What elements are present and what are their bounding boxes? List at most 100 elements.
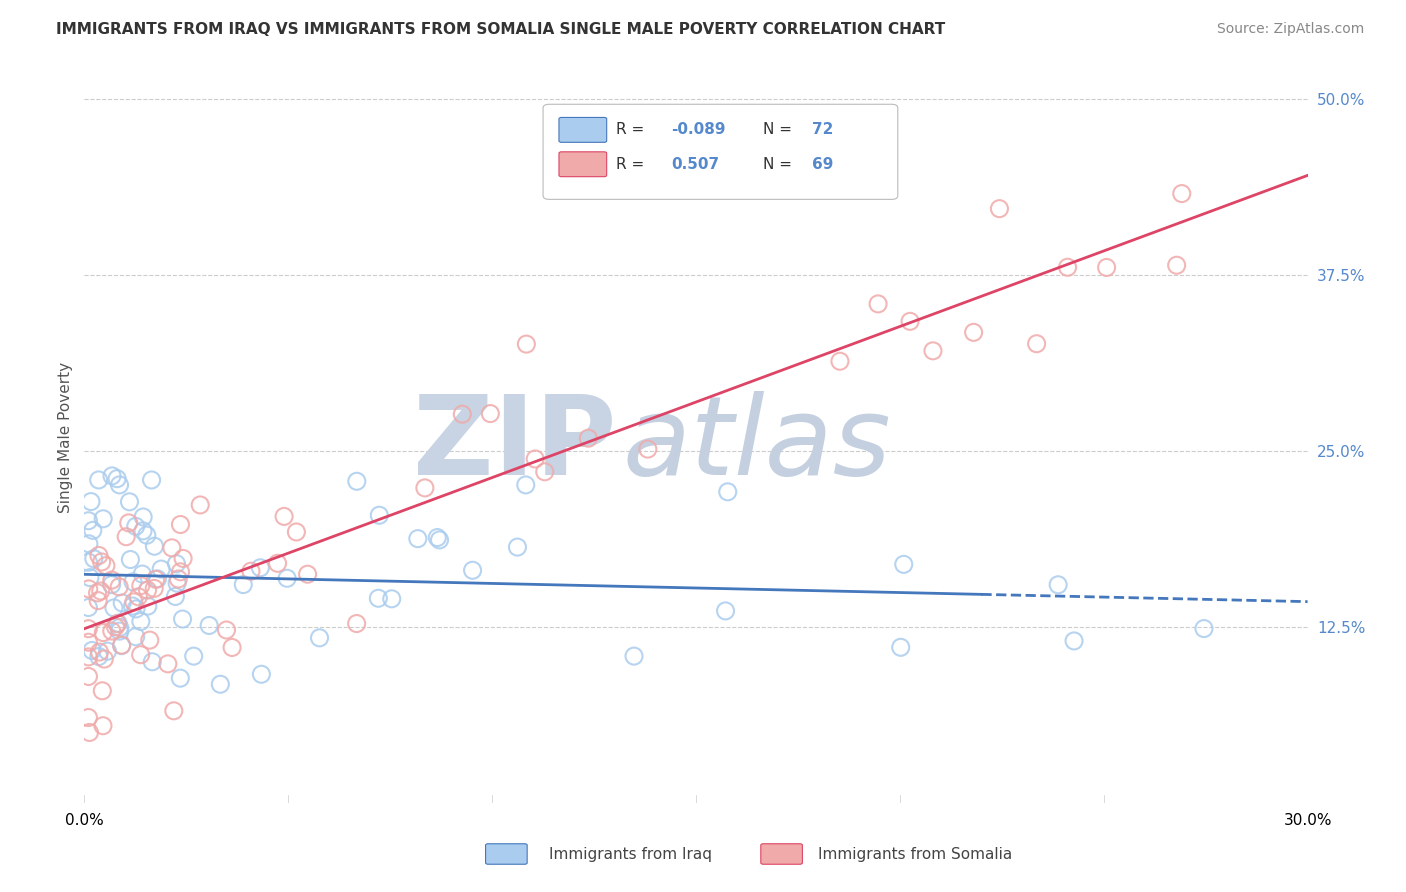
Text: atlas: atlas: [623, 391, 891, 498]
Point: [94, 558, 117, 573]
Point: [1095, 260, 1118, 275]
Point: [893, 558, 915, 572]
Point: [368, 508, 391, 523]
Point: [108, 624, 131, 639]
Point: [146, 572, 169, 586]
Point: [90, 584, 112, 599]
Point: [1025, 336, 1047, 351]
Point: [249, 561, 271, 575]
Point: [169, 565, 191, 579]
Point: [1056, 260, 1078, 275]
Text: N =: N =: [763, 122, 797, 137]
Point: [215, 623, 238, 637]
Text: IMMIGRANTS FROM IRAQ VS IMMIGRANTS FROM SOMALIA SINGLE MALE POVERTY CORRELATION : IMMIGRANTS FROM IRAQ VS IMMIGRANTS FROM …: [56, 22, 945, 37]
Point: [129, 615, 152, 629]
Text: 0.507: 0.507: [672, 157, 720, 172]
Point: [111, 638, 134, 652]
Point: [232, 577, 254, 591]
Point: [426, 531, 449, 545]
Point: [406, 532, 429, 546]
Point: [87, 473, 110, 487]
Text: -0.089: -0.089: [672, 122, 725, 137]
Point: [77, 514, 100, 528]
Point: [105, 616, 128, 631]
Point: [125, 630, 148, 644]
Point: [1171, 186, 1194, 201]
Point: [104, 620, 127, 634]
Point: [77, 600, 100, 615]
Point: [209, 677, 232, 691]
FancyBboxPatch shape: [543, 104, 898, 200]
Point: [576, 431, 599, 445]
Point: [156, 657, 179, 671]
Point: [198, 618, 221, 632]
Point: [868, 297, 890, 311]
Point: [136, 599, 159, 613]
Point: [90, 555, 112, 569]
Point: [107, 616, 129, 631]
Point: [77, 710, 100, 724]
Point: [79, 725, 101, 739]
Point: [80, 494, 103, 508]
Point: [506, 540, 529, 554]
Point: [141, 655, 163, 669]
Point: [77, 555, 100, 569]
Point: [108, 580, 131, 594]
Point: [120, 552, 142, 566]
Point: [87, 649, 110, 664]
FancyBboxPatch shape: [560, 118, 606, 143]
Point: [139, 633, 162, 648]
Point: [188, 498, 211, 512]
Point: [143, 539, 166, 553]
Point: [77, 582, 100, 596]
Point: [115, 530, 138, 544]
Point: [110, 639, 132, 653]
Text: R =: R =: [616, 122, 650, 137]
Text: 69: 69: [813, 157, 834, 172]
Point: [1063, 634, 1085, 648]
Point: [77, 649, 100, 664]
Point: [87, 593, 110, 607]
Point: [413, 481, 436, 495]
Point: [623, 649, 645, 664]
Point: [461, 563, 484, 577]
Point: [127, 590, 149, 604]
Point: [125, 602, 148, 616]
Point: [101, 573, 124, 587]
Point: [160, 541, 183, 555]
Point: [93, 652, 115, 666]
Point: [169, 671, 191, 685]
Point: [165, 590, 187, 604]
Point: [717, 484, 740, 499]
Point: [103, 600, 125, 615]
Point: [129, 648, 152, 662]
FancyBboxPatch shape: [560, 152, 606, 177]
Point: [96, 644, 118, 658]
Point: [105, 472, 128, 486]
Text: Immigrants from Iraq: Immigrants from Iraq: [550, 847, 713, 862]
Point: [108, 620, 131, 634]
Point: [101, 469, 124, 483]
FancyBboxPatch shape: [485, 844, 527, 864]
Point: [273, 509, 295, 524]
Point: [239, 564, 262, 578]
Point: [145, 572, 167, 586]
Point: [166, 576, 188, 591]
Point: [141, 473, 163, 487]
Point: [266, 556, 288, 570]
Point: [346, 475, 368, 489]
Point: [77, 622, 100, 636]
Point: [297, 567, 319, 582]
Point: [118, 495, 141, 509]
Point: [143, 582, 166, 596]
Point: [163, 704, 186, 718]
Point: [91, 512, 114, 526]
Point: [86, 586, 108, 600]
Point: [77, 537, 100, 551]
Point: [429, 533, 451, 547]
Point: [828, 354, 851, 368]
Point: [890, 640, 912, 655]
Text: 72: 72: [813, 122, 834, 137]
Point: [101, 624, 124, 638]
FancyBboxPatch shape: [761, 844, 803, 864]
